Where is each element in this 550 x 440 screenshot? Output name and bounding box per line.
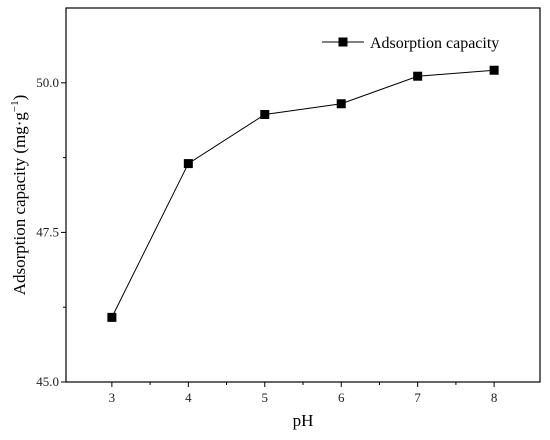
legend-label: Adsorption capacity <box>370 35 499 52</box>
y-axis-title-tail: ) <box>10 95 29 101</box>
x-tick-label-7: 7 <box>414 390 421 405</box>
y-axis-ticks: 45.0 47.5 50.0 <box>36 75 66 389</box>
y-axis-title-main: Adsorption capacity (mg·g <box>10 112 29 296</box>
series-line-0 <box>111 69 495 318</box>
x-tick-label-8: 8 <box>491 390 498 405</box>
x-axis-ticks: 3 4 5 6 7 8 <box>109 382 498 405</box>
x-tick-label-3: 3 <box>109 390 116 405</box>
data-point-ph-4 <box>183 159 193 169</box>
legend-marker <box>338 37 348 47</box>
x-tick-label-4: 4 <box>185 390 192 405</box>
data-point-ph-7 <box>413 71 423 81</box>
y-tick-label-50: 50.0 <box>36 75 59 90</box>
y-tick-label-45: 45.0 <box>36 374 59 389</box>
data-point-ph-3 <box>107 312 117 322</box>
x-axis-title: pH <box>293 411 314 430</box>
data-point-ph-5 <box>260 110 270 120</box>
y-axis-title-superscript: −1 <box>9 100 21 112</box>
x-tick-label-6: 6 <box>338 390 345 405</box>
data-point-ph-8 <box>489 65 499 75</box>
legend: Adsorption capacity <box>322 35 499 52</box>
series-group <box>107 65 499 322</box>
x-tick-label-5: 5 <box>262 390 269 405</box>
plot-frame <box>65 7 541 383</box>
y-axis-title: Adsorption capacity (mg·g−1) <box>9 95 29 296</box>
y-tick-label-47.5: 47.5 <box>36 224 59 239</box>
data-point-ph-6 <box>336 99 346 109</box>
